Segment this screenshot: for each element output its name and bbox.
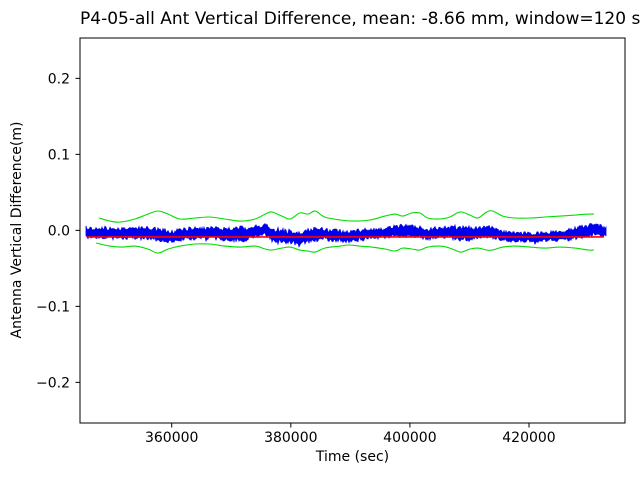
- y-tick-label: 0.1: [48, 147, 70, 163]
- chart-title: P4-05-all Ant Vertical Difference, mean:…: [80, 9, 640, 29]
- x-axis-label: Time (sec): [315, 449, 390, 465]
- y-tick-label: 0.0: [48, 223, 70, 239]
- x-tick-label: 420000: [502, 430, 555, 446]
- y-tick-label: −0.1: [36, 299, 70, 315]
- upper-envelope-line: [98, 210, 594, 223]
- y-tick-label: 0.2: [48, 71, 70, 87]
- x-tick-label: 360000: [145, 430, 198, 446]
- x-tick-label: 400000: [383, 430, 436, 446]
- y-axis-label: Antenna Vertical Difference(m): [9, 121, 25, 339]
- lower-envelope-line: [95, 242, 594, 254]
- x-tick-label: 380000: [264, 430, 317, 446]
- y-tick-label: −0.2: [36, 375, 70, 391]
- data-band: [85, 223, 607, 248]
